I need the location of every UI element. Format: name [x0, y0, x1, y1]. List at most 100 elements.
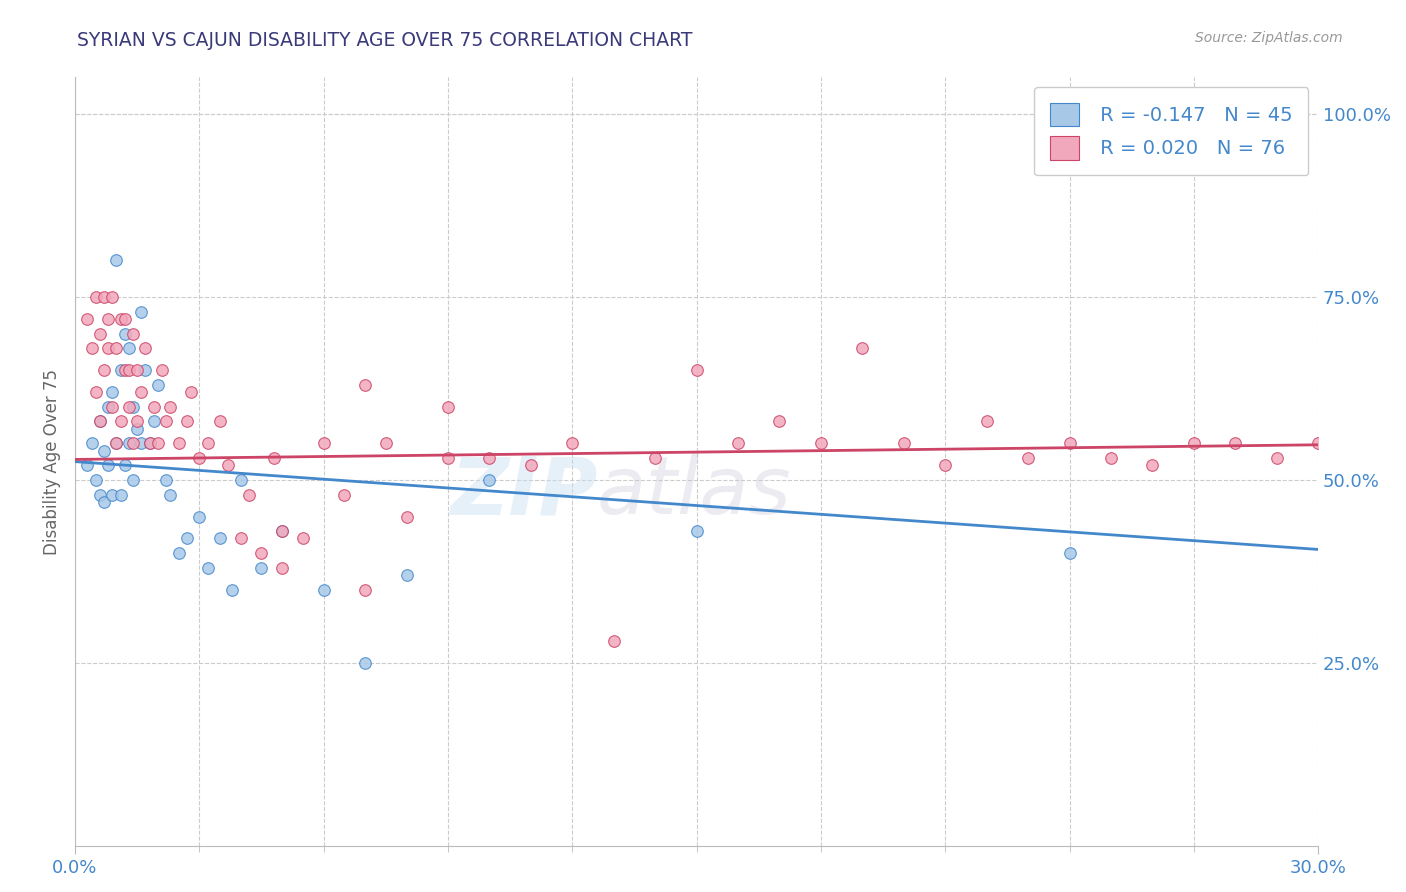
Point: [188, 450, 211, 465]
Point: [155, 473, 177, 487]
Point: [374, 436, 396, 450]
Point: [97, 400, 120, 414]
Point: [97, 341, 120, 355]
Point: [810, 436, 832, 450]
Point: [1059, 436, 1081, 450]
Point: [159, 400, 181, 414]
Point: [333, 487, 356, 501]
Point: [561, 436, 583, 450]
Point: [395, 509, 418, 524]
Point: [1348, 473, 1371, 487]
Point: [150, 363, 173, 377]
Point: [76, 458, 98, 473]
Point: [105, 341, 128, 355]
Point: [271, 560, 294, 574]
Point: [89, 326, 111, 341]
Point: [520, 458, 543, 473]
Point: [354, 656, 377, 670]
Point: [146, 377, 169, 392]
Point: [134, 341, 156, 355]
Point: [101, 290, 124, 304]
Point: [93, 290, 115, 304]
Point: [127, 414, 149, 428]
Point: [105, 253, 128, 268]
Point: [250, 560, 273, 574]
Point: [131, 436, 153, 450]
Point: [84, 385, 107, 400]
Point: [437, 450, 460, 465]
Point: [105, 436, 128, 450]
Point: [110, 363, 132, 377]
Point: [395, 568, 418, 582]
Point: [89, 414, 111, 428]
Point: [180, 385, 202, 400]
Point: [127, 363, 149, 377]
Point: [101, 385, 124, 400]
Point: [602, 634, 624, 648]
Point: [271, 524, 294, 538]
Point: [122, 436, 145, 450]
Point: [1265, 450, 1288, 465]
Point: [1182, 436, 1205, 450]
Point: [93, 363, 115, 377]
Point: [122, 326, 145, 341]
Point: [110, 487, 132, 501]
Point: [142, 400, 165, 414]
Legend:  R = -0.147   N = 45,  R = 0.020   N = 76: R = -0.147 N = 45, R = 0.020 N = 76: [1033, 87, 1309, 176]
Point: [312, 582, 335, 597]
Point: [118, 341, 141, 355]
Text: ZIP: ZIP: [450, 453, 598, 532]
Text: atlas: atlas: [598, 453, 792, 532]
Point: [118, 363, 141, 377]
Point: [167, 546, 190, 560]
Point: [84, 290, 107, 304]
Point: [188, 509, 211, 524]
Point: [114, 363, 136, 377]
Point: [80, 436, 103, 450]
Point: [167, 436, 190, 450]
Point: [934, 458, 956, 473]
Point: [122, 473, 145, 487]
Point: [131, 304, 153, 318]
Point: [976, 414, 998, 428]
Point: [80, 341, 103, 355]
Point: [250, 546, 273, 560]
Point: [122, 400, 145, 414]
Text: SYRIAN VS CAJUN DISABILITY AGE OVER 75 CORRELATION CHART: SYRIAN VS CAJUN DISABILITY AGE OVER 75 C…: [77, 31, 693, 50]
Y-axis label: Disability Age Over 75: Disability Age Over 75: [44, 368, 60, 555]
Point: [1059, 546, 1081, 560]
Point: [238, 487, 260, 501]
Point: [644, 450, 666, 465]
Point: [138, 436, 160, 450]
Point: [217, 458, 239, 473]
Point: [1017, 450, 1039, 465]
Point: [146, 436, 169, 450]
Point: [437, 400, 460, 414]
Point: [354, 582, 377, 597]
Point: [84, 473, 107, 487]
Point: [131, 385, 153, 400]
Point: [159, 487, 181, 501]
Text: Source: ZipAtlas.com: Source: ZipAtlas.com: [1195, 31, 1343, 45]
Point: [118, 400, 141, 414]
Point: [1225, 436, 1247, 450]
Point: [221, 582, 243, 597]
Point: [685, 524, 707, 538]
Point: [685, 363, 707, 377]
Point: [354, 377, 377, 392]
Point: [142, 414, 165, 428]
Point: [118, 436, 141, 450]
Point: [197, 560, 219, 574]
Point: [1308, 436, 1330, 450]
Point: [93, 495, 115, 509]
Point: [155, 414, 177, 428]
Point: [893, 436, 915, 450]
Point: [89, 414, 111, 428]
Point: [312, 436, 335, 450]
Point: [229, 473, 252, 487]
Point: [105, 436, 128, 450]
Point: [478, 450, 501, 465]
Point: [176, 414, 198, 428]
Point: [110, 312, 132, 326]
Point: [76, 312, 98, 326]
